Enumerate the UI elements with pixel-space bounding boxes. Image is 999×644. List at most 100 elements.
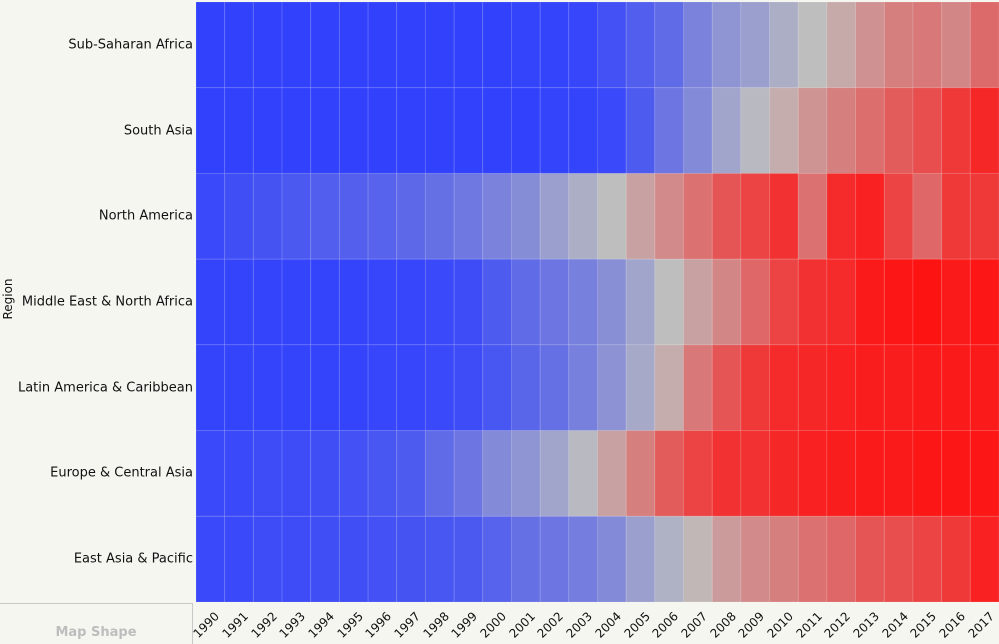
heatmap-cell	[941, 430, 971, 517]
heatmap-cell	[912, 344, 943, 432]
heatmap-cell	[597, 344, 627, 432]
heatmap-cell	[539, 172, 570, 260]
x-tick-label: 2012	[821, 609, 854, 641]
x-tick-label: 1991	[219, 609, 252, 641]
heatmap-cell	[367, 430, 398, 517]
heatmap-cell	[883, 87, 914, 174]
heatmap-cell	[625, 515, 656, 602]
heatmap-cell	[883, 515, 914, 602]
heatmap-cell	[740, 172, 771, 260]
heatmap-cell	[568, 344, 599, 432]
heatmap-cell	[252, 430, 283, 517]
heatmap-cell	[683, 430, 713, 517]
heatmap-cell	[396, 172, 426, 260]
heatmap-cell	[883, 172, 914, 260]
heatmap-cell	[396, 2, 426, 89]
heatmap-cell	[310, 87, 340, 174]
heatmap-cell	[568, 87, 599, 174]
heatmap-cell	[196, 258, 226, 346]
heatmap-cell	[625, 172, 656, 260]
heatmap-cell	[482, 172, 512, 260]
heatmap-cell	[338, 430, 369, 517]
x-tick-label: 1999	[448, 609, 481, 641]
heatmap-cell	[396, 430, 426, 517]
heatmap-cell	[797, 344, 828, 432]
heatmap-cell	[769, 258, 799, 346]
heatmap-cell	[826, 515, 857, 602]
heatmap-cell	[941, 172, 971, 260]
heatmap-cell	[482, 430, 512, 517]
heatmap-cell	[424, 172, 455, 260]
heatmap-cell	[252, 87, 283, 174]
heatmap-cell	[855, 430, 885, 517]
heatmap-cell	[424, 430, 455, 517]
heatmap-cell	[568, 2, 599, 89]
heatmap-cell	[310, 515, 340, 602]
heatmap-cell	[683, 344, 713, 432]
heatmap-cell	[281, 258, 312, 346]
x-tick-label: 1993	[276, 609, 309, 641]
heatmap-cell	[941, 515, 971, 602]
heatmap-cell	[826, 430, 857, 517]
heatmap-cell	[281, 344, 312, 432]
heatmap-cell	[568, 515, 599, 602]
x-tick-label: 1990	[190, 609, 223, 641]
heatmap-cell	[654, 515, 685, 602]
heatmap-cell	[252, 2, 283, 89]
heatmap-cell	[310, 172, 340, 260]
heatmap-cell	[424, 87, 455, 174]
heatmap-cell	[797, 515, 828, 602]
heatmap-cell	[769, 2, 799, 89]
heatmap-cell	[711, 258, 742, 346]
heatmap-cell	[510, 172, 541, 260]
heatmap-cell	[597, 2, 627, 89]
heatmap-cell	[769, 515, 799, 602]
heatmap-cell	[683, 258, 713, 346]
map-shape-label: Map Shape	[55, 625, 137, 640]
heatmap-cell	[625, 87, 656, 174]
heatmap-cell	[797, 430, 828, 517]
heatmap-cell	[539, 515, 570, 602]
heatmap-cell	[510, 258, 541, 346]
x-tick-label: 1997	[391, 609, 424, 641]
x-tick-label: 2000	[477, 609, 510, 641]
heatmap-cell	[912, 2, 943, 89]
map-shape-dropzone[interactable]: Map Shape	[0, 603, 193, 644]
heatmap-cell	[482, 515, 512, 602]
heatmap-cell	[654, 258, 685, 346]
heatmap-cell	[482, 344, 512, 432]
heatmap-cell	[338, 515, 369, 602]
heatmap-cell	[338, 2, 369, 89]
heatmap-cell	[654, 172, 685, 260]
heatmap-cell	[396, 515, 426, 602]
heatmap-cell	[625, 258, 656, 346]
heatmap-cell	[969, 344, 999, 432]
heatmap-cell	[453, 87, 484, 174]
heatmap-cell	[912, 430, 943, 517]
heatmap-cell	[912, 87, 943, 174]
heatmap-cell	[826, 344, 857, 432]
heatmap-cell	[625, 344, 656, 432]
heatmap-cell	[424, 344, 455, 432]
x-tick-label: 2001	[506, 609, 538, 641]
heatmap-cell	[969, 87, 999, 174]
heatmap-cell	[855, 258, 885, 346]
heatmap-cell	[539, 87, 570, 174]
heatmap-cell	[855, 2, 885, 89]
heatmap-cell	[539, 430, 570, 517]
x-tick-label: 1995	[334, 609, 366, 641]
heatmap-cell	[224, 430, 254, 517]
heatmap-cell	[625, 2, 656, 89]
heatmap-cell	[597, 87, 627, 174]
heatmap-cell	[740, 87, 771, 174]
heatmap-cell	[969, 430, 999, 517]
heatmap-cell	[941, 258, 971, 346]
heatmap-cell	[855, 515, 885, 602]
heatmap-cell	[310, 258, 340, 346]
heatmap-cell	[969, 172, 999, 260]
heatmap-cell	[883, 2, 914, 89]
heatmap-cell	[539, 258, 570, 346]
heatmap-cell	[453, 344, 484, 432]
heatmap-cell	[224, 2, 254, 89]
heatmap-cell	[338, 172, 369, 260]
